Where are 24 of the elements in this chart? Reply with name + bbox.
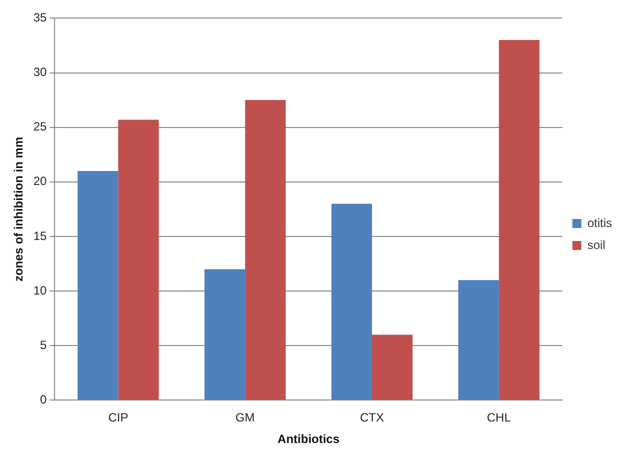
y-tick-label: 10	[33, 283, 48, 298]
y-tick-label: 30	[33, 65, 48, 80]
y-axis-title: zones of inhibition in mm	[12, 136, 26, 282]
y-tick-label: 35	[33, 10, 48, 25]
bar	[118, 120, 159, 400]
x-tick-label: CIP	[108, 410, 128, 425]
y-tick-label: 0	[40, 392, 48, 407]
bar	[78, 171, 118, 400]
x-tick-label: CTX	[360, 410, 384, 425]
bar	[331, 204, 372, 400]
y-tick-label: 25	[33, 120, 48, 134]
bar	[458, 280, 499, 400]
bar	[245, 100, 286, 400]
y-tick-label: 5	[40, 338, 48, 352]
y-tick-label: 15	[33, 228, 48, 243]
x-tick-label: GM	[235, 410, 255, 425]
bar	[498, 40, 540, 400]
legend-label: soil	[587, 238, 606, 252]
y-tick-label: 20	[33, 174, 48, 188]
legend-label: otitis	[587, 216, 612, 230]
bar	[204, 269, 246, 400]
x-axis-title: Antibiotics	[278, 432, 340, 446]
x-tick-label: CHL	[486, 410, 512, 425]
bar	[372, 334, 413, 400]
